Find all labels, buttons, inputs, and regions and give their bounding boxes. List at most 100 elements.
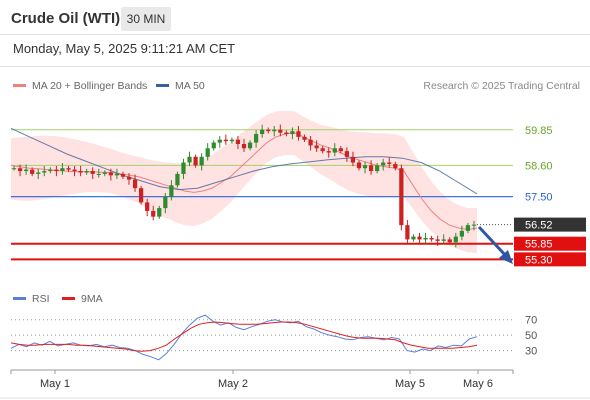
timestamp: Monday, May 5, 2025 9:11:21 AM CET — [13, 41, 236, 56]
candle — [199, 156, 204, 166]
candle — [241, 144, 247, 149]
candle — [17, 168, 23, 172]
candle — [253, 134, 259, 143]
legend-ma50: MA 50 — [156, 80, 205, 92]
legend-rsi-label: RSI — [32, 293, 50, 305]
legend-rsi: RSI — [13, 293, 50, 305]
rsi-9ma-line — [10, 321, 478, 352]
candle — [435, 239, 440, 241]
rsi-tick-30: 30 — [525, 346, 537, 358]
candle — [78, 171, 83, 173]
credit-text: Research © 2025 Trading Central — [423, 80, 580, 92]
candle — [66, 168, 71, 170]
candle — [284, 132, 289, 135]
candle — [108, 172, 113, 176]
candle — [302, 136, 307, 140]
candle — [471, 224, 477, 226]
candle — [332, 148, 337, 153]
legend-ma50-label: MA 50 — [175, 80, 205, 92]
rsi-tick-50: 50 — [525, 330, 537, 342]
candle — [308, 139, 313, 146]
candle — [138, 188, 144, 203]
candle — [441, 239, 446, 241]
candle — [60, 168, 65, 172]
x-tick-label: May 1 — [40, 378, 70, 390]
candle — [465, 225, 471, 231]
bollinger-swatch — [13, 83, 26, 87]
candle — [381, 162, 386, 166]
level-tag-bg — [514, 189, 586, 204]
candle — [368, 165, 374, 172]
candle — [126, 176, 132, 180]
candle — [320, 148, 325, 152]
candle — [356, 162, 362, 169]
legend-9ma-label: 9MA — [81, 293, 103, 305]
candle — [247, 142, 253, 149]
candle — [187, 156, 192, 163]
candle — [338, 148, 343, 152]
candle — [54, 169, 59, 172]
ma9-swatch — [62, 296, 75, 300]
candle — [362, 165, 368, 169]
candle — [211, 142, 216, 149]
candle — [205, 148, 210, 157]
candle — [229, 139, 235, 142]
candle — [393, 163, 398, 169]
timeframe-button[interactable]: 30 MIN — [121, 7, 171, 31]
level-tag-bg — [514, 217, 586, 232]
candle — [72, 169, 77, 172]
candle — [181, 162, 186, 174]
candle — [411, 236, 416, 240]
level-label-55-85: 55.85 — [525, 239, 553, 251]
candle — [375, 165, 380, 172]
level-label-59-85: 59.85 — [525, 125, 553, 137]
candle — [223, 139, 228, 142]
candle — [417, 236, 422, 240]
candle — [36, 172, 41, 174]
candle — [132, 179, 138, 189]
level-label-56-52: 56.52 — [525, 220, 553, 232]
candle — [459, 230, 464, 237]
candle — [175, 173, 180, 186]
level-label-57-50: 57.50 — [525, 192, 553, 204]
x-tick-label: May 5 — [395, 378, 425, 390]
candle — [84, 171, 89, 173]
candle — [290, 131, 295, 135]
candle — [193, 156, 198, 166]
candle — [447, 239, 452, 243]
candle — [163, 196, 168, 209]
candle — [217, 139, 222, 143]
chart-header: Crude Oil (WTI) 30 MIN — [0, 0, 590, 36]
date-divider — [0, 66, 590, 67]
level-label-58-60: 58.60 — [525, 160, 553, 172]
candle — [399, 168, 404, 226]
candle — [405, 225, 410, 240]
candle — [266, 129, 271, 132]
candle — [102, 172, 107, 174]
bollinger-band — [11, 110, 477, 254]
candle — [114, 173, 120, 176]
candle — [30, 169, 35, 174]
candle — [169, 185, 174, 197]
candle — [48, 169, 53, 172]
legend-9ma: 9MA — [62, 293, 103, 305]
candle — [42, 171, 47, 173]
legend-bollinger: MA 20 + Bollinger Bands — [13, 80, 147, 92]
candle — [235, 139, 241, 144]
rsi-tick-70: 70 — [525, 315, 537, 327]
candle — [326, 151, 331, 153]
candle — [90, 171, 95, 174]
candle — [11, 168, 17, 170]
ma50-line — [10, 127, 478, 195]
candle — [429, 238, 434, 240]
candle — [260, 129, 265, 135]
level-tag-bg — [514, 252, 586, 267]
candle — [344, 151, 350, 157]
projection-arrow — [477, 225, 509, 259]
rsi-line — [10, 314, 478, 361]
candle — [278, 129, 283, 133]
candle — [350, 156, 356, 163]
x-tick-label: May 6 — [463, 378, 493, 390]
candle — [145, 202, 150, 211]
